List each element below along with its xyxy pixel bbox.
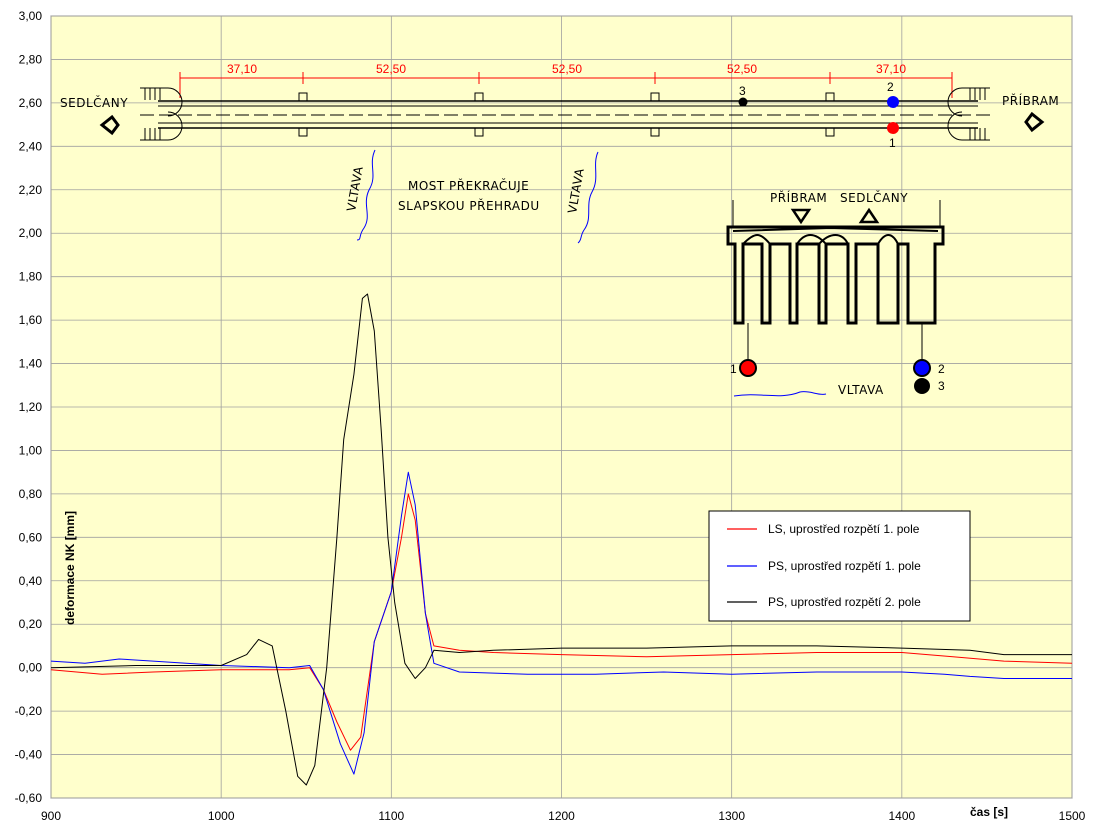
place-left-label: SEDLČANY (60, 95, 128, 110)
series-line-2 (50, 471, 1072, 775)
y-tick-label: 1,40 (19, 357, 43, 371)
x-tick-label: 1100 (378, 809, 404, 823)
y-tick-label: 0,60 (19, 530, 43, 544)
y-tick-label: 0,80 (19, 487, 43, 501)
x-tick-label: 1000 (208, 809, 235, 823)
y-tick-label: 0,40 (19, 574, 43, 588)
series-line-1 (50, 493, 1073, 751)
sensor-point-1 (887, 122, 899, 134)
bridge-plan-sketch: 37,10 52,50 52,50 52,50 37,10 SEDLČANY P… (60, 62, 1059, 150)
y-tick-label: -0,20 (15, 704, 43, 718)
y-tick-label: 2,40 (19, 139, 43, 153)
section-river-label: VLTAVA (838, 383, 884, 397)
section-left-label: PŘÍBRAM (770, 190, 827, 205)
y-tick-label: 3,00 (19, 9, 43, 23)
x-tick-labels: 900 1000 1100 1200 1300 1400 1500 (41, 809, 1086, 823)
section-label-2: 2 (938, 362, 945, 376)
x-tick-label: 1400 (888, 809, 915, 823)
y-tick-label: 1,20 (19, 400, 43, 414)
y-axis-title: deformace NK [mm] (63, 511, 77, 625)
note-line-1: MOST PŘEKRAČUJE (408, 178, 529, 193)
y-tick-label: 2,20 (19, 183, 43, 197)
river-sketch: VLTAVA VLTAVA MOST PŘEKRAČUJE SLAPSKOU P… (344, 149, 599, 244)
sensor-label-3: 3 (739, 84, 746, 98)
span-label-5: 37,10 (876, 62, 906, 76)
section-label-1: 1 (730, 362, 737, 376)
x-tick-label: 1200 (548, 809, 575, 823)
legend-entry-3: PS, uprostřed rozpětí 2. pole (768, 595, 921, 609)
span-label-4: 52,50 (727, 62, 757, 76)
x-tick-label: 1300 (718, 809, 745, 823)
y-tick-label: 2,80 (19, 52, 43, 66)
note-line-2: SLAPSKOU PŘEHRADU (398, 198, 540, 213)
x-axis-title: čas [s] (970, 805, 1008, 819)
x-tick-label: 1500 (1059, 809, 1086, 823)
sensor-point-2 (887, 96, 899, 108)
span-label-3: 52,50 (552, 62, 582, 76)
place-right-label: PŘÍBRAM (1002, 93, 1059, 108)
cross-section-sketch: PŘÍBRAM SEDLČANY 1 2 3 VLTAVA (726, 190, 945, 397)
y-tick-label: 1,00 (19, 443, 43, 457)
legend: LS, uprostřed rozpětí 1. pole PS, uprost… (708, 510, 971, 622)
span-label-2: 52,50 (376, 62, 406, 76)
legend-entry-2: PS, uprostřed rozpětí 1. pole (768, 559, 921, 573)
span-label-1: 37,10 (227, 62, 257, 76)
y-tick-label: 0,00 (19, 661, 43, 675)
y-tick-label: 2,60 (19, 96, 43, 110)
y-tick-label: 1,60 (19, 313, 43, 327)
y-tick-label: 2,00 (19, 226, 43, 240)
section-sensor-3 (914, 378, 930, 394)
sensor-label-2: 2 (887, 80, 894, 94)
section-right-label: SEDLČANY (840, 190, 908, 205)
legend-entry-1: LS, uprostřed rozpětí 1. pole (768, 522, 920, 536)
series-line-3 (50, 293, 1072, 786)
sensor-point-3 (738, 97, 748, 107)
series-layer (50, 293, 1073, 786)
y-tick-label: -0,40 (15, 748, 43, 762)
y-tick-label: 1,80 (19, 270, 43, 284)
y-tick-label: -0,60 (15, 791, 43, 805)
sensor-label-1: 1 (889, 136, 896, 150)
y-tick-label: 0,20 (19, 617, 43, 631)
section-sensor-1 (739, 359, 757, 377)
section-sensor-2 (913, 359, 931, 377)
x-tick-label: 900 (41, 809, 61, 823)
section-label-3: 3 (938, 379, 945, 393)
y-tick-labels: -0,60 -0,40 -0,20 0,00 0,20 0,40 0,60 0,80 1,00 1… (15, 9, 43, 805)
